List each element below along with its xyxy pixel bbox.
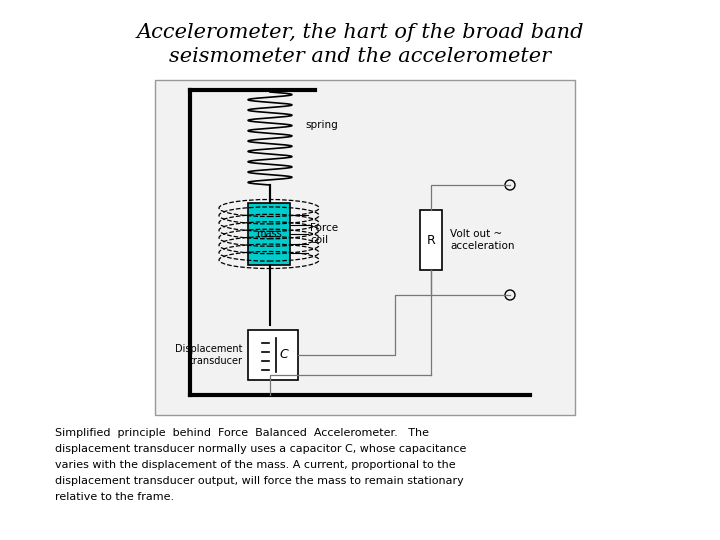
Text: Displacement
transducer: Displacement transducer: [176, 344, 243, 366]
Bar: [248, 203, 290, 265]
Text: varies with the displacement of the mass. A current, proportional to the: varies with the displacement of the mass…: [55, 460, 456, 470]
Text: relative to the frame.: relative to the frame.: [55, 492, 174, 502]
Bar: [420, 210, 442, 270]
Text: seismometer and the accelerometer: seismometer and the accelerometer: [169, 46, 551, 65]
Text: C: C: [279, 348, 289, 361]
Text: displacement transducer normally uses a capacitor C, whose capacitance: displacement transducer normally uses a …: [55, 444, 467, 454]
Text: mass: mass: [256, 229, 282, 239]
Text: displacement transducer output, will force the mass to remain stationary: displacement transducer output, will for…: [55, 476, 464, 486]
Text: spring: spring: [305, 120, 338, 130]
Bar: [155, 80, 575, 415]
Text: Accelerometer, the hart of the broad band: Accelerometer, the hart of the broad ban…: [136, 23, 584, 42]
Text: R: R: [427, 233, 436, 246]
Text: Simplified  principle  behind  Force  Balanced  Accelerometer.   The: Simplified principle behind Force Balanc…: [55, 428, 429, 438]
Text: Volt out ~
acceleration: Volt out ~ acceleration: [450, 229, 515, 251]
Text: Force
coil: Force coil: [310, 223, 338, 245]
Bar: [248, 330, 298, 380]
